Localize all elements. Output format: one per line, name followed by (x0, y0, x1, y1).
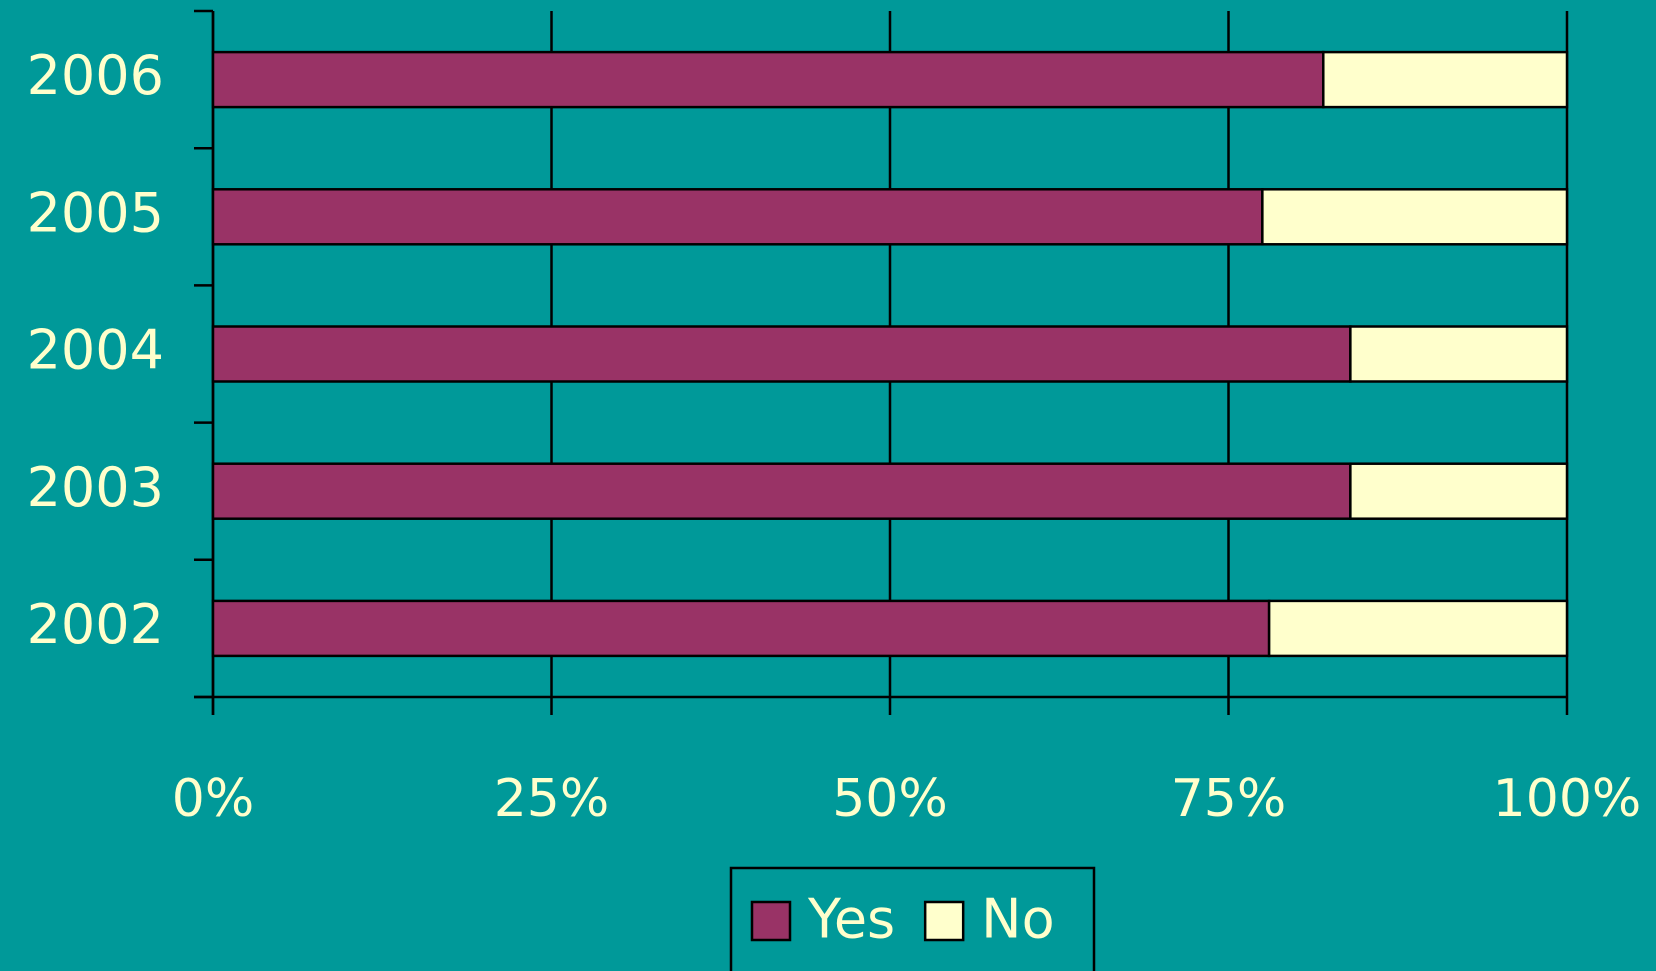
bar-segment (1261, 188, 1569, 246)
x-tick-label: 75% (1171, 769, 1287, 829)
y-tick-label: 2005 (27, 181, 164, 244)
bar-segment (1322, 50, 1569, 109)
x-tick-label: 0% (172, 769, 255, 829)
legend-label: Yes (807, 888, 895, 951)
bar-segment (1349, 325, 1569, 383)
bar-segment (211, 462, 1352, 520)
bar-segment (211, 599, 1271, 658)
x-tick-label: 50% (832, 769, 948, 829)
y-tick-label: 2002 (27, 593, 164, 656)
bar-segment (1267, 599, 1569, 658)
legend-label: No (981, 888, 1054, 951)
x-tick-label: 25% (494, 769, 610, 829)
bar-segment (211, 188, 1264, 246)
bar-segment (1349, 462, 1569, 520)
y-tick-label: 2003 (27, 456, 164, 519)
legend-swatch (750, 900, 792, 942)
legend-box (729, 866, 1096, 971)
y-tick-label: 2004 (27, 319, 164, 382)
x-tick-label: 100% (1493, 769, 1642, 829)
y-tick-label: 2006 (27, 44, 164, 107)
bar-segment (211, 50, 1325, 109)
legend-swatch (923, 900, 965, 942)
bar-segment (211, 325, 1352, 383)
